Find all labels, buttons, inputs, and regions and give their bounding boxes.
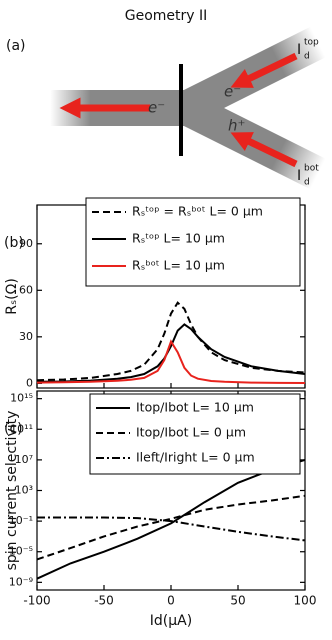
y-axis-label: spin current selectivity — [4, 411, 20, 571]
legend-label: Rₛᵗᵒᵖ L= 10 μm — [132, 231, 225, 246]
y-tick-label: 60 — [19, 283, 33, 296]
y-tick-label: 10¹⁵ — [10, 392, 33, 405]
x-tick-label: 100 — [294, 594, 317, 608]
x-tick-label: -50 — [94, 594, 114, 608]
figure-title: Geometry II — [125, 8, 208, 24]
legend-label: Ileft/Iright L= 0 μm — [136, 450, 255, 465]
x-tick-label: 0 — [167, 594, 175, 608]
y-tick-label: 10⁷ — [15, 453, 33, 466]
y-axis-label: Rₛ(Ω) — [4, 278, 20, 315]
y-tick-label: 30 — [19, 330, 33, 343]
y-tick-label: 10⁻⁹ — [9, 575, 33, 588]
data-line — [36, 494, 306, 561]
current-label: I — [297, 168, 301, 184]
y-tick-label: 10⁻¹ — [9, 514, 33, 527]
panel-label: (c) — [4, 421, 23, 437]
arrow — [230, 132, 298, 168]
current-label: d — [304, 52, 310, 62]
y-tick-label: 10³ — [15, 484, 33, 497]
panel-label: (b) — [4, 235, 24, 251]
data-line — [36, 323, 306, 383]
legend-label: Itop/Ibot L= 10 μm — [136, 400, 254, 415]
data-line — [36, 458, 306, 580]
current-label: d — [304, 178, 310, 188]
current-label: top — [304, 38, 319, 48]
y-tick-label: 10⁻⁵ — [9, 545, 33, 558]
current-label: I — [297, 42, 301, 58]
y-tick-label: 10¹¹ — [10, 422, 33, 435]
legend-label: Itop/Ibot L= 0 μm — [136, 425, 246, 440]
x-axis-label: Id(μA) — [150, 613, 192, 629]
y-tick-label: 0 — [26, 376, 33, 389]
legend-label: Rₛᵇᵒᵗ L= 10 μm — [132, 258, 225, 273]
carrier-label: e⁻ — [148, 99, 165, 117]
legend-box — [85, 197, 301, 287]
data-line — [37, 516, 306, 542]
device-diagram: e⁻ e⁻ h⁺ I d top I d bot — [50, 26, 326, 190]
current-label: bot — [304, 164, 319, 174]
legend-label: Rₛᵗᵒᵖ = Rₛᵇᵒᵗ L= 0 μm — [132, 204, 263, 219]
x-tick-label: -100 — [23, 594, 50, 608]
x-tick-label: 50 — [230, 594, 245, 608]
data-line — [36, 339, 306, 384]
arrow — [230, 52, 298, 88]
carrier-label: e⁻ — [224, 83, 241, 101]
carrier-label: h⁺ — [228, 117, 245, 135]
y-tick-label: 90 — [19, 237, 33, 250]
panel-label: (a) — [6, 38, 26, 54]
